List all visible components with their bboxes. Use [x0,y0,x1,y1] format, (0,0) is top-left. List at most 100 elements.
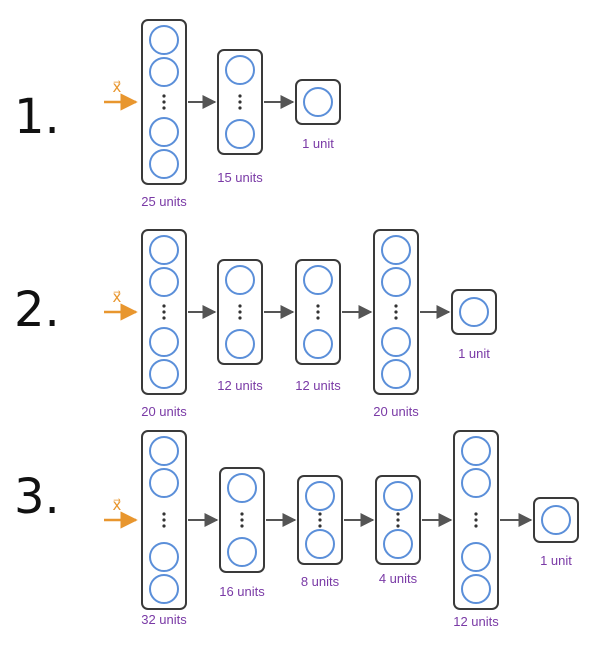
neuron [383,529,413,559]
ellipsis-dot [474,518,478,522]
ellipsis-dot [162,316,166,320]
layer-box: 16 units [219,467,265,599]
input-x-label: x⃗ [113,496,122,514]
ellipsis-dot [162,106,166,110]
neuron [383,481,413,511]
neuron [225,329,255,359]
ellipsis-dot [238,310,242,314]
layer-box: 1 unit [295,79,341,151]
ellipsis-dot [316,316,320,320]
layer-unit-label: 1 unit [540,553,572,568]
layer-box: 12 units [217,259,263,393]
input-x-label: x⃗ [113,288,122,306]
option-number: 2. [14,282,60,338]
neuron [149,359,179,389]
neuron [461,542,491,572]
neuron [225,55,255,85]
neuron [541,505,571,535]
neuron [149,25,179,55]
neuron [149,117,179,147]
layer-unit-label: 8 units [301,574,340,589]
layer-box: 1 unit [451,289,497,361]
ellipsis-dot [238,94,242,98]
ellipsis-dot [394,304,398,308]
ellipsis-dot [316,310,320,314]
layer-unit-label: 4 units [379,571,418,586]
neuron [149,57,179,87]
neuron [461,468,491,498]
option-number: 1. [14,89,60,145]
ellipsis-dot [318,512,322,516]
ellipsis-dot [238,316,242,320]
layer-unit-label: 15 units [217,170,263,185]
neuron [303,329,333,359]
ellipsis-dot [474,524,478,528]
layer-box: 20 units [373,229,419,419]
ellipsis-dot [162,518,166,522]
neuron [305,529,335,559]
ellipsis-dot [238,304,242,308]
neuron [149,327,179,357]
layer-unit-label: 12 units [453,614,499,629]
neuron [149,574,179,604]
neuron [381,359,411,389]
ellipsis-dot [238,100,242,104]
neuron [227,473,257,503]
layer-unit-label: 20 units [141,404,187,419]
ellipsis-dot [240,524,244,528]
neuron [381,267,411,297]
ellipsis-dot [394,316,398,320]
layer-box: 20 units [141,229,187,419]
neuron [149,267,179,297]
layer-unit-label: 16 units [219,584,265,599]
ellipsis-dot [162,310,166,314]
neuron [225,265,255,295]
layer-box: 15 units [217,49,263,185]
ellipsis-dot [396,524,400,528]
neuron [149,468,179,498]
network-3: 3. x⃗ 32 units 16 units 8 units 4 units 12 uni… [14,430,579,629]
network-1: 1. x⃗ 25 units 15 units 1 unit [14,19,341,209]
layer-unit-label: 20 units [373,404,419,419]
ellipsis-dot [316,304,320,308]
layer-unit-label: 12 units [295,378,341,393]
ellipsis-dot [396,512,400,516]
layer-box: 12 units [453,430,499,629]
neuron [305,481,335,511]
ellipsis-dot [394,310,398,314]
ellipsis-dot [238,106,242,110]
input-x-label: x⃗ [113,78,122,96]
ellipsis-dot [162,524,166,528]
layer-box: 25 units [141,19,187,209]
ellipsis-dot [162,94,166,98]
layer-box: 4 units [375,475,421,586]
option-number: 3. [14,469,60,525]
neuron [461,436,491,466]
layer-unit-label: 12 units [217,378,263,393]
layer-box: 1 unit [533,497,579,568]
layer-unit-label: 32 units [141,612,187,627]
ellipsis-dot [162,100,166,104]
ellipsis-dot [318,518,322,522]
network-2: 2. x⃗ 20 units 12 units 12 units 20 units 1 un… [14,229,497,419]
ellipsis-dot [396,518,400,522]
layer-box: 8 units [297,475,343,589]
neuron [225,119,255,149]
layer-unit-label: 1 unit [302,136,334,151]
ellipsis-dot [162,512,166,516]
neuron [149,235,179,265]
ellipsis-dot [162,304,166,308]
layer-unit-label: 1 unit [458,346,490,361]
layer-box: 32 units [141,430,187,627]
neuron [227,537,257,567]
neuron [381,327,411,357]
ellipsis-dot [240,518,244,522]
neuron [303,265,333,295]
neuron [461,574,491,604]
neuron [459,297,489,327]
neuron [149,436,179,466]
neuron [303,87,333,117]
ellipsis-dot [318,524,322,528]
neuron [149,149,179,179]
